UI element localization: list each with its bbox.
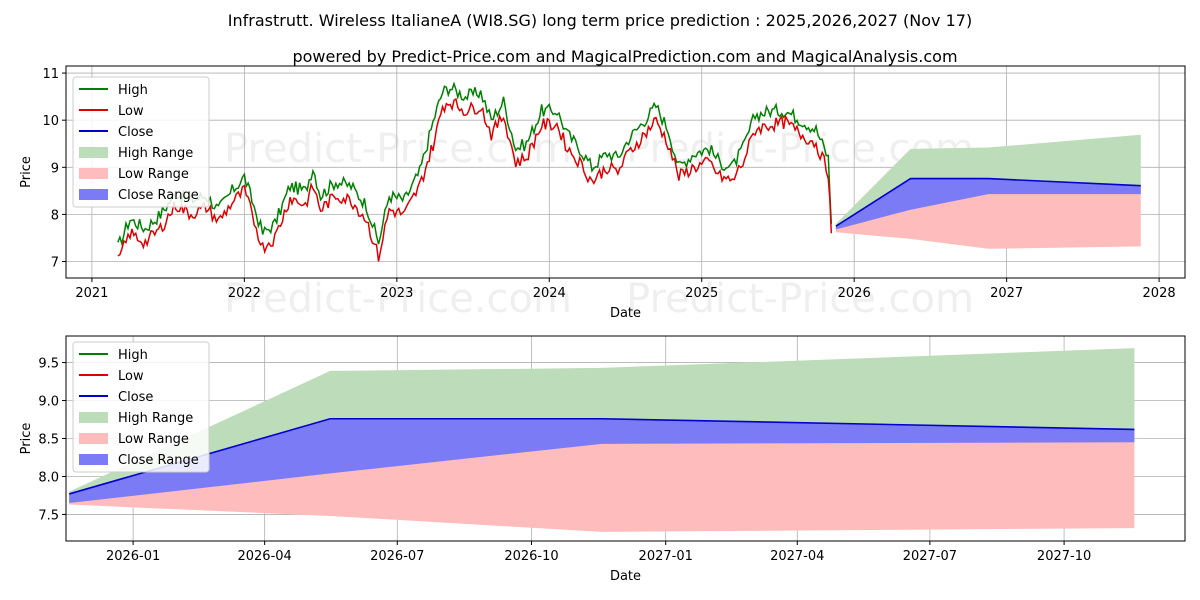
close-range-area xyxy=(69,418,1135,504)
watermark: Predict-Price.com xyxy=(626,276,974,322)
legend-label: Low Range xyxy=(118,432,189,447)
legend-label: Low xyxy=(118,104,144,119)
chart-subtitle: powered by Predict-Price.com and Magical… xyxy=(292,47,957,66)
x-tick-label: 2024 xyxy=(533,286,566,301)
x-tick-label: 2026-01 xyxy=(106,549,160,564)
x-tick-label: 2025 xyxy=(685,286,718,301)
legend-swatch-patch xyxy=(79,433,108,444)
legend-label: High Range xyxy=(118,146,193,161)
x-tick-label: 2027-07 xyxy=(903,549,957,564)
x-tick-label: 2028 xyxy=(1143,286,1176,301)
plot-frame xyxy=(65,335,1186,542)
legend-label: Low xyxy=(118,369,144,384)
legend-swatch-patch xyxy=(79,147,108,158)
watermark: Predict-Price.com xyxy=(224,276,572,322)
x-tick-label: 2026-10 xyxy=(504,549,558,564)
legend-label: Close Range xyxy=(118,453,199,468)
legend-label: Close xyxy=(118,125,153,140)
high-range-area xyxy=(69,348,1135,494)
x-tick-label: 2027 xyxy=(990,286,1023,301)
watermark: Predict-Price.com xyxy=(224,126,572,172)
legend-swatch-patch xyxy=(79,189,108,200)
x-tick-label: 2026-07 xyxy=(370,549,424,564)
x-tick-label: 2022 xyxy=(228,286,261,301)
legend-label: High xyxy=(118,83,148,98)
y-tick-label: 7 xyxy=(51,256,59,271)
x-axis-label: Date xyxy=(610,306,641,321)
legend-label: Close xyxy=(118,390,153,405)
legend-swatch-patch xyxy=(79,412,108,423)
x-axis-label: Date xyxy=(610,569,641,584)
history-high-line xyxy=(117,81,833,247)
legend-label: High Range xyxy=(118,411,193,426)
x-tick-label: 2021 xyxy=(75,286,108,301)
legend-swatch-patch xyxy=(79,168,108,179)
plot-frame xyxy=(65,65,1186,279)
x-tick-label: 2023 xyxy=(380,286,413,301)
legend-label: Low Range xyxy=(118,167,189,182)
y-tick-label: 10 xyxy=(42,114,59,129)
y-tick-label: 7.5 xyxy=(38,508,59,523)
top-chart-panel: Predict-Price.com Predict-Price.com Pred… xyxy=(19,65,1186,322)
legend-label: Close Range xyxy=(118,188,199,203)
y-tick-label: 8.5 xyxy=(38,433,59,448)
y-tick-label: 8 xyxy=(51,208,59,223)
y-tick-label: 9 xyxy=(51,161,59,176)
bottom-chart-panel: Predict-Price.com Predict-Price.com 2026… xyxy=(19,335,1186,584)
x-tick-label: 2027-01 xyxy=(639,549,693,564)
y-axis-label: Price xyxy=(19,423,34,455)
close-line xyxy=(835,177,1141,227)
x-tick-label: 2027-04 xyxy=(770,549,824,564)
x-tick-label: 2026 xyxy=(838,286,871,301)
y-tick-label: 8.0 xyxy=(38,470,59,485)
history-low-line xyxy=(117,97,833,262)
legend-label: High xyxy=(118,348,148,363)
x-tick-label: 2026-04 xyxy=(237,549,291,564)
y-tick-label: 9.0 xyxy=(38,395,59,410)
y-axis-label: Price xyxy=(19,156,34,188)
y-tick-label: 11 xyxy=(42,67,59,82)
x-tick-label: 2027-10 xyxy=(1037,549,1091,564)
chart-title: Infrastrutt. Wireless ItalianeA (WI8.SG)… xyxy=(228,11,972,30)
close-range-area xyxy=(835,178,1141,230)
y-tick-label: 9.5 xyxy=(38,357,59,372)
legend-swatch-patch xyxy=(79,454,108,465)
high-range-area xyxy=(835,134,1141,227)
